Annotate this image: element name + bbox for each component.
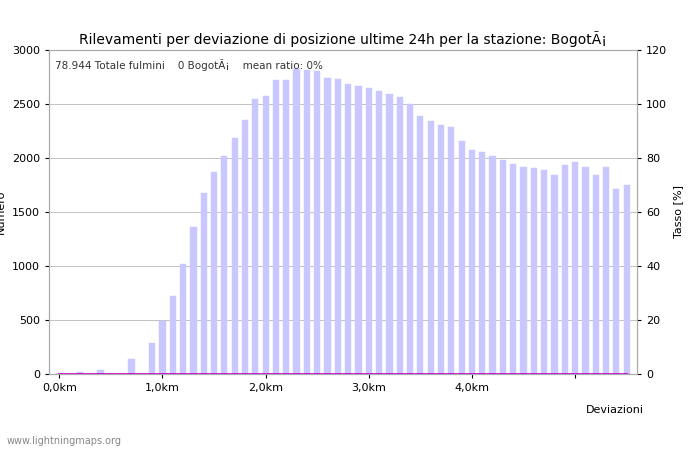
Y-axis label: Numero: Numero [0, 189, 6, 234]
Bar [180, 265, 186, 373]
Bar [324, 77, 330, 373]
Bar [211, 171, 217, 374]
Bar [335, 79, 341, 374]
Bar [201, 193, 206, 374]
Bar [593, 175, 598, 374]
Bar [169, 296, 176, 374]
Bar [356, 86, 362, 374]
Bar [128, 360, 134, 374]
Bar [97, 370, 104, 373]
Bar [469, 150, 475, 374]
Y-axis label: Tasso [%]: Tasso [%] [673, 185, 682, 238]
Bar [458, 141, 465, 374]
Bar [221, 157, 228, 374]
Bar [613, 189, 620, 374]
Bar [160, 320, 166, 374]
Bar [293, 69, 300, 374]
Bar [489, 157, 496, 374]
Bar [273, 80, 279, 374]
Bar [500, 160, 506, 374]
Bar [428, 121, 434, 374]
Bar [531, 168, 537, 374]
Bar [520, 167, 526, 374]
Bar [262, 96, 269, 374]
Bar [572, 162, 578, 374]
Bar [386, 94, 393, 374]
Bar [232, 138, 238, 374]
Bar [480, 152, 485, 374]
Bar [603, 167, 609, 374]
Bar [284, 80, 289, 374]
Bar [242, 120, 248, 374]
Bar [552, 175, 558, 374]
Bar [365, 88, 372, 373]
Bar [624, 184, 630, 374]
Text: Deviazioni: Deviazioni [586, 405, 644, 415]
Bar [582, 167, 589, 374]
Bar [190, 227, 197, 374]
Bar [397, 97, 402, 374]
Bar [407, 104, 413, 374]
Bar [448, 127, 454, 374]
Bar [376, 90, 382, 374]
Bar [149, 343, 155, 374]
Bar [417, 117, 424, 374]
Text: www.lightningmaps.org: www.lightningmaps.org [7, 436, 122, 446]
Bar [438, 125, 444, 374]
Bar [304, 70, 310, 373]
Title: Rilevamenti per deviazione di posizione ultime 24h per la stazione: BogotÃ¡: Rilevamenti per deviazione di posizione … [79, 31, 607, 47]
Bar [541, 171, 547, 374]
Bar [345, 84, 351, 374]
Bar [314, 71, 321, 374]
Text: 78.944 Totale fulmini    0 BogotÃ¡    mean ratio: 0%: 78.944 Totale fulmini 0 BogotÃ¡ mean rat… [55, 59, 323, 71]
Bar [510, 164, 517, 374]
Bar [561, 165, 568, 374]
Bar [252, 99, 258, 374]
